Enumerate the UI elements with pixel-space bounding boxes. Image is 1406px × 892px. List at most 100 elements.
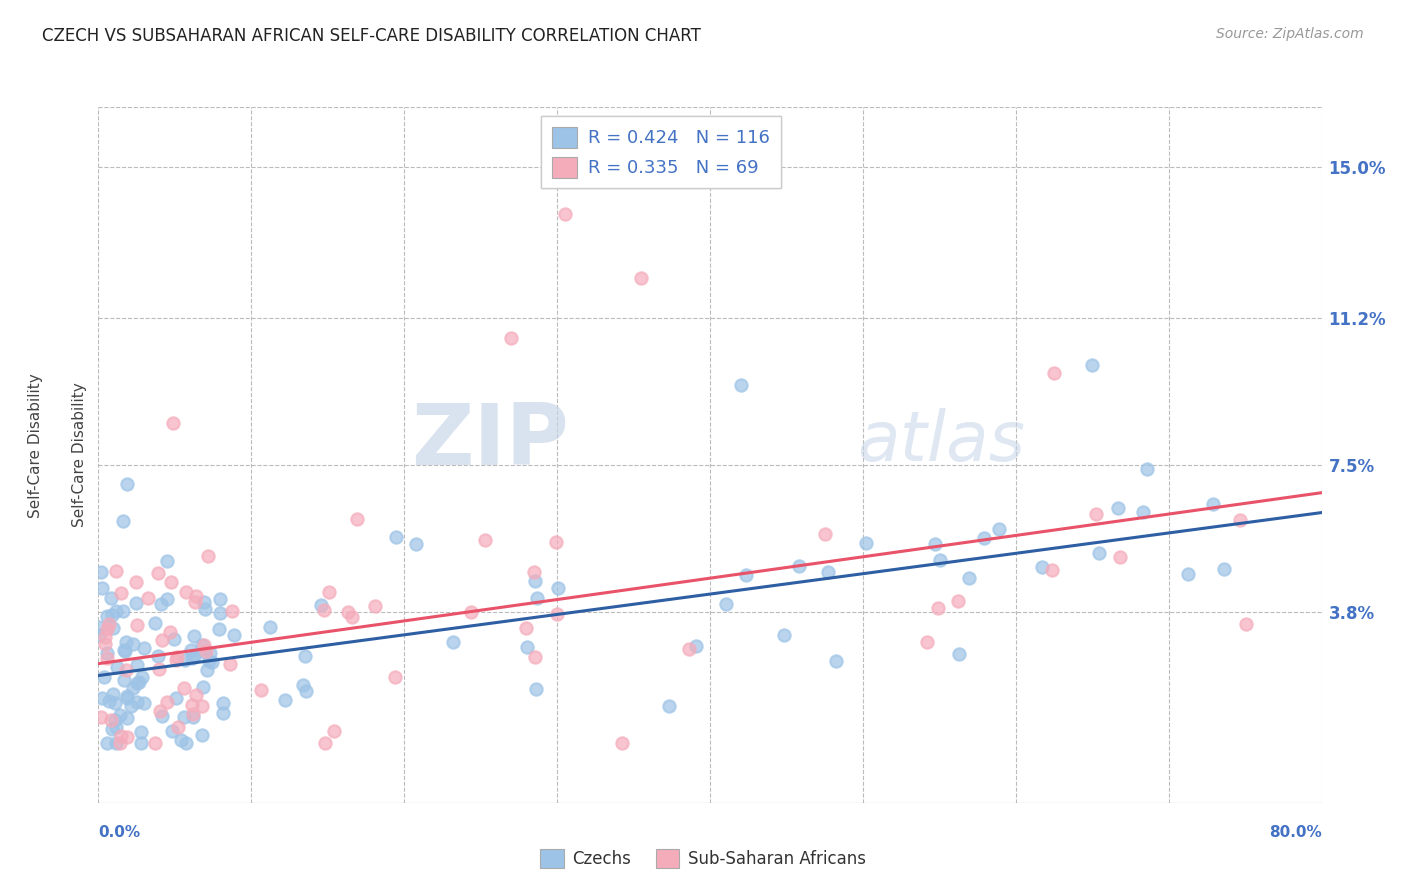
Point — [184, 589, 207, 603]
Point — [524, 574, 547, 588]
Point — [1132, 505, 1154, 519]
Point — [208, 607, 231, 621]
Point — [855, 536, 877, 550]
Point — [1040, 563, 1063, 577]
Point — [1177, 566, 1199, 581]
Point — [127, 658, 149, 673]
Point — [208, 622, 231, 636]
Point — [110, 586, 132, 600]
Point — [191, 681, 214, 695]
Point — [685, 640, 707, 654]
Point — [224, 628, 246, 642]
Point — [959, 572, 981, 586]
Point — [94, 630, 117, 644]
Point — [148, 649, 170, 664]
Legend: Czechs, Sub-Saharan Africans: Czechs, Sub-Saharan Africans — [534, 842, 872, 875]
Point — [1234, 616, 1257, 631]
Point — [156, 695, 179, 709]
Point — [927, 600, 949, 615]
Point — [90, 710, 112, 724]
Point — [915, 635, 938, 649]
Point — [259, 620, 281, 634]
Text: CZECH VS SUBSAHARAN AFRICAN SELF-CARE DISABILITY CORRELATION CHART: CZECH VS SUBSAHARAN AFRICAN SELF-CARE DI… — [42, 27, 702, 45]
Point — [174, 585, 197, 599]
Point — [630, 271, 652, 285]
Point — [928, 553, 950, 567]
Point — [167, 720, 190, 734]
Point — [101, 687, 124, 701]
Point — [294, 648, 316, 663]
Point — [96, 651, 118, 665]
Point — [716, 597, 738, 611]
Text: ZIP: ZIP — [412, 400, 569, 483]
Point — [143, 616, 166, 631]
Point — [150, 709, 173, 723]
Point — [194, 644, 217, 658]
Point — [90, 582, 112, 596]
Point — [191, 638, 214, 652]
Point — [131, 725, 153, 739]
Point — [364, 599, 387, 613]
Point — [1087, 546, 1109, 560]
Point — [110, 707, 132, 722]
Point — [115, 711, 138, 725]
Point — [163, 632, 186, 646]
Point — [112, 643, 135, 657]
Point — [97, 617, 120, 632]
Point — [160, 575, 183, 590]
Point — [292, 678, 315, 692]
Point — [101, 722, 124, 736]
Point — [174, 653, 197, 667]
Point — [336, 605, 359, 619]
Text: Self-Care Disability: Self-Care Disability — [28, 374, 42, 518]
Point — [125, 618, 148, 632]
Point — [814, 527, 837, 541]
Point — [191, 699, 214, 714]
Point — [212, 706, 235, 720]
Point — [318, 585, 340, 599]
Point — [516, 640, 538, 655]
Point — [460, 605, 482, 619]
Point — [384, 670, 406, 684]
Point — [181, 698, 204, 713]
Point — [1081, 359, 1104, 373]
Point — [544, 534, 567, 549]
Point — [165, 653, 187, 667]
Point — [112, 514, 135, 528]
Point — [211, 696, 233, 710]
Point — [105, 660, 128, 674]
Point — [115, 634, 138, 648]
Point — [198, 654, 221, 668]
Point — [101, 608, 124, 623]
Point — [90, 565, 112, 579]
Point — [115, 663, 138, 677]
Point — [96, 608, 118, 623]
Point — [181, 706, 204, 721]
Point — [194, 645, 217, 659]
Point — [193, 638, 215, 652]
Point — [128, 675, 150, 690]
Point — [143, 736, 166, 750]
Point — [988, 522, 1011, 536]
Point — [174, 736, 197, 750]
Point — [610, 736, 633, 750]
Point — [474, 533, 496, 547]
Point — [554, 207, 576, 221]
Point — [322, 724, 344, 739]
Point — [100, 591, 122, 605]
Text: 0.0%: 0.0% — [98, 825, 141, 840]
Point — [93, 670, 115, 684]
Point — [1229, 513, 1251, 527]
Point — [160, 724, 183, 739]
Point — [515, 621, 537, 635]
Point — [546, 607, 568, 621]
Point — [658, 698, 681, 713]
Point — [173, 710, 195, 724]
Point — [127, 676, 149, 690]
Point — [523, 565, 546, 579]
Point — [104, 604, 127, 618]
Point — [312, 602, 335, 616]
Point — [159, 625, 181, 640]
Point — [180, 643, 202, 657]
Point — [96, 646, 118, 660]
